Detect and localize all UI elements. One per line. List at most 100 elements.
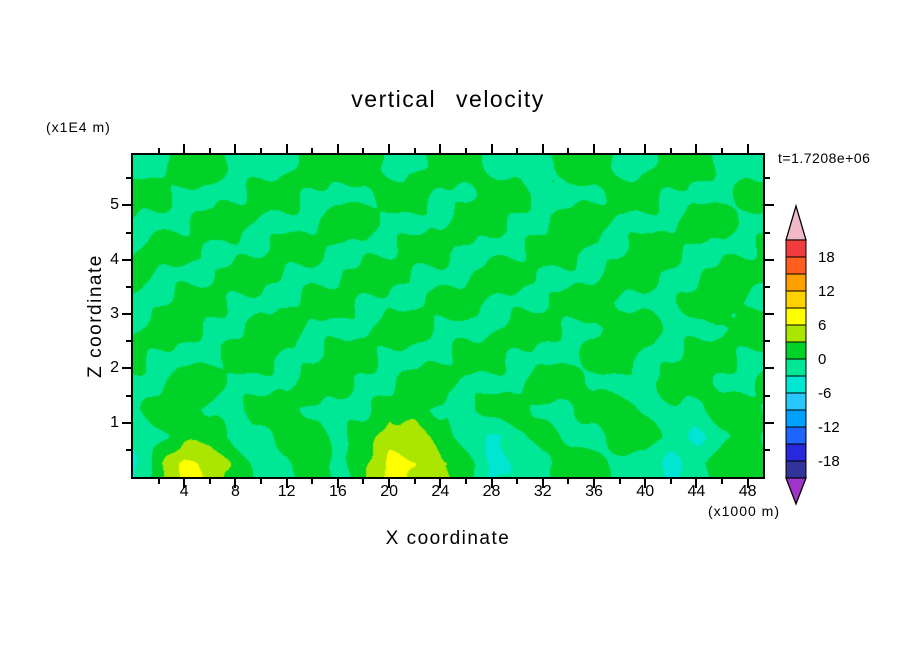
x-minor-tick xyxy=(413,479,416,484)
x-minor-tick xyxy=(362,479,365,484)
x-tick-label: 20 xyxy=(380,483,398,500)
colorbar-arrow-high xyxy=(785,203,807,241)
x-major-tick xyxy=(592,479,595,488)
x-major-tick xyxy=(234,144,237,153)
z-major-tick xyxy=(122,421,131,424)
x-tick-label: 8 xyxy=(230,483,240,500)
x-major-tick xyxy=(490,144,493,153)
colorbar-tick-label: 6 xyxy=(818,317,826,334)
colorbar-segment xyxy=(785,443,807,462)
x-major-tick xyxy=(183,479,186,488)
colorbar-segment xyxy=(785,324,807,343)
z-major-tick xyxy=(122,367,131,370)
x-tick-label: 24 xyxy=(431,483,450,500)
x-major-tick xyxy=(695,479,698,488)
z-major-tick xyxy=(765,204,774,207)
z-major-tick xyxy=(765,421,774,424)
x-major-tick xyxy=(490,479,493,488)
z-axis-title: Z coordinate xyxy=(85,254,106,378)
x-major-tick xyxy=(746,144,749,153)
z-axis-unit-label: (x1E4 m) xyxy=(46,119,111,135)
colorbar-segment xyxy=(785,460,807,479)
z-minor-tick xyxy=(765,285,770,288)
x-tick-label: 28 xyxy=(482,483,501,500)
z-tick-label: 5 xyxy=(110,196,119,214)
x-tick-label: 36 xyxy=(585,483,603,500)
z-tick-label: 4 xyxy=(110,250,119,268)
colorbar-segment xyxy=(785,239,807,258)
colorbar-tick-label: -6 xyxy=(818,385,831,402)
colorbar: 18 12 6 0 -6 -12 -18 xyxy=(780,203,900,510)
z-tick-label: 1 xyxy=(110,413,119,431)
plot-title: vertical velocity xyxy=(351,86,545,112)
x-minor-tick xyxy=(464,479,467,484)
colorbar-segment xyxy=(785,409,807,428)
colorbar-tick-label: 12 xyxy=(818,283,835,300)
contour-field xyxy=(133,155,763,477)
z-tick-label: 2 xyxy=(110,359,119,377)
x-major-tick xyxy=(388,144,391,153)
x-major-tick xyxy=(541,479,544,488)
x-minor-tick xyxy=(721,479,724,484)
colorbar-segment xyxy=(785,392,807,411)
x-major-tick xyxy=(234,479,237,488)
x-major-tick xyxy=(336,479,339,488)
colorbar-segment xyxy=(785,426,807,445)
colorbar-tick-label: 18 xyxy=(818,249,835,266)
x-axis-unit-label: (x1000 m) xyxy=(707,503,780,519)
z-major-tick xyxy=(122,313,131,316)
x-tick-label: 32 xyxy=(533,483,552,500)
x-major-tick xyxy=(592,144,595,153)
z-minor-tick xyxy=(765,231,770,234)
z-minor-tick xyxy=(765,340,770,343)
timestamp-label: t=1.7208e+06 xyxy=(778,150,871,166)
z-minor-tick xyxy=(765,177,770,180)
z-major-tick xyxy=(765,367,774,370)
plot-area xyxy=(131,153,765,479)
x-minor-tick xyxy=(260,479,263,484)
x-minor-tick xyxy=(208,479,211,484)
x-minor-tick xyxy=(311,479,314,484)
x-major-tick xyxy=(183,144,186,153)
colorbar-segment xyxy=(785,256,807,275)
x-major-tick xyxy=(336,144,339,153)
x-major-tick xyxy=(541,144,544,153)
x-major-tick xyxy=(695,144,698,153)
x-axis-title: X coordinate xyxy=(385,528,511,549)
z-major-tick xyxy=(765,313,774,316)
z-major-tick xyxy=(765,258,774,261)
z-minor-tick xyxy=(765,448,770,451)
x-minor-tick xyxy=(669,479,672,484)
x-major-tick xyxy=(644,479,647,488)
x-minor-tick xyxy=(157,479,160,484)
z-tick-label: 3 xyxy=(110,305,119,323)
colorbar-tick-label: -18 xyxy=(818,453,840,470)
x-minor-tick xyxy=(567,479,570,484)
x-tick-label: 44 xyxy=(687,483,706,500)
colorbar-arrow-low xyxy=(785,477,807,506)
colorbar-segment xyxy=(785,341,807,360)
colorbar-tick-label: -12 xyxy=(818,419,840,436)
colorbar-segment xyxy=(785,273,807,292)
x-major-tick xyxy=(388,479,391,488)
x-major-tick xyxy=(644,144,647,153)
x-tick-label: 12 xyxy=(277,483,296,500)
z-major-tick xyxy=(122,204,131,207)
x-tick-label: 4 xyxy=(179,483,189,500)
colorbar-segment xyxy=(785,307,807,326)
x-tick-label: 40 xyxy=(636,483,655,500)
x-tick-label: 16 xyxy=(328,483,347,500)
x-major-tick xyxy=(285,479,288,488)
x-major-tick xyxy=(285,144,288,153)
x-minor-tick xyxy=(618,479,621,484)
z-major-tick xyxy=(122,258,131,261)
colorbar-tick-label: 0 xyxy=(818,351,826,368)
x-tick-label: 48 xyxy=(738,483,757,500)
x-major-tick xyxy=(746,479,749,488)
colorbar-segment xyxy=(785,290,807,309)
x-minor-tick xyxy=(516,479,519,484)
z-minor-tick xyxy=(765,394,770,397)
colorbar-segment xyxy=(785,375,807,394)
colorbar-segment xyxy=(785,358,807,377)
